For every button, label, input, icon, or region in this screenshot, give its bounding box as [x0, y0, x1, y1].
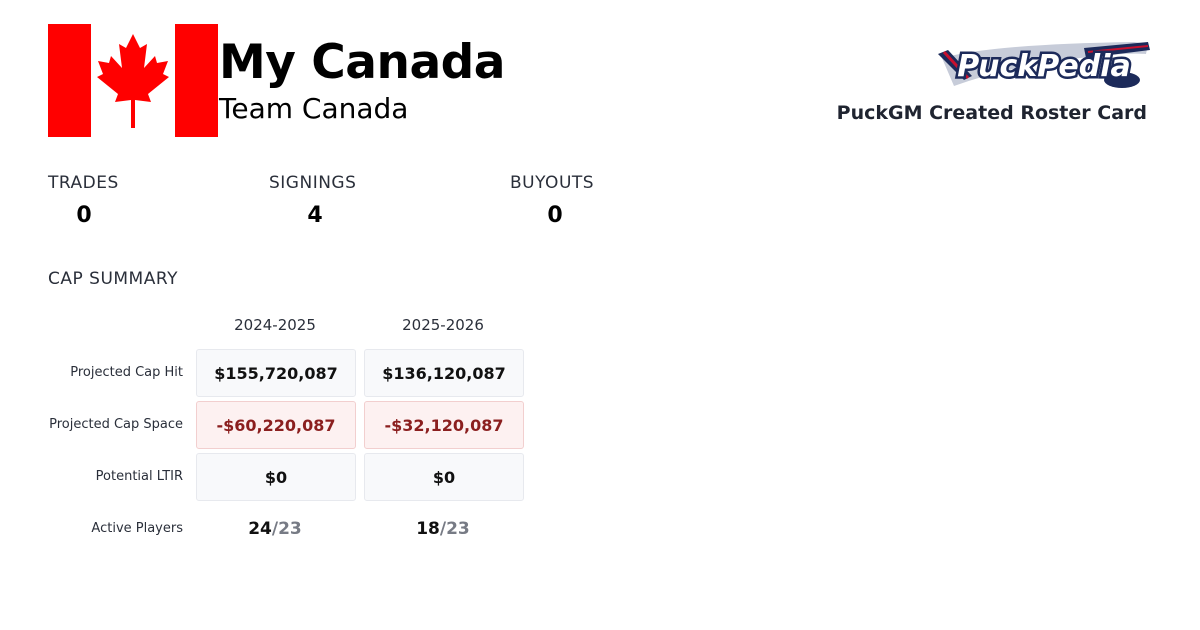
row-label-cap-space: Projected Cap Space [49, 417, 183, 432]
active-players-count: 24 [248, 519, 272, 539]
ltir-cell: $0 [364, 453, 524, 501]
stat-value: 4 [307, 203, 323, 228]
active-players-value: 24/23 [195, 517, 355, 541]
stat-value: 0 [76, 203, 92, 228]
team-subtitle: Team Canada [219, 92, 409, 125]
season-header: 2025-2026 [402, 316, 484, 334]
cap-space-cell: -$60,220,087 [196, 401, 356, 449]
active-players-limit: /23 [439, 519, 470, 539]
stat-value: 0 [547, 203, 563, 228]
active-players-count: 18 [416, 519, 440, 539]
stat-label: BUYOUTS [510, 173, 595, 193]
active-players-limit: /23 [271, 519, 302, 539]
stat-label: TRADES [48, 173, 119, 193]
cap-summary-title: CAP SUMMARY [48, 269, 178, 289]
canada-flag-icon [48, 24, 218, 137]
row-label-ltir: Potential LTIR [95, 469, 183, 484]
stat-buyouts: BUYOUTS 0 [510, 172, 600, 230]
row-label-cap-hit: Projected Cap Hit [70, 365, 183, 380]
stat-trades: TRADES 0 [48, 172, 120, 230]
logo-text: PuckPedia [957, 49, 1131, 84]
team-name: My Canada [219, 35, 506, 90]
row-label-active-players: Active Players [91, 521, 183, 536]
stat-signings: SIGNINGS 4 [269, 172, 361, 230]
puckpedia-logo: PuckPedia [938, 42, 1150, 88]
cap-space-cell: -$32,120,087 [364, 401, 524, 449]
active-players-value: 18/23 [363, 517, 523, 541]
roster-card-caption: PuckGM Created Roster Card [836, 102, 1147, 124]
season-header: 2024-2025 [234, 316, 316, 334]
cap-hit-cell: $136,120,087 [364, 349, 524, 397]
cap-hit-cell: $155,720,087 [196, 349, 356, 397]
stat-label: SIGNINGS [269, 173, 357, 193]
ltir-cell: $0 [196, 453, 356, 501]
